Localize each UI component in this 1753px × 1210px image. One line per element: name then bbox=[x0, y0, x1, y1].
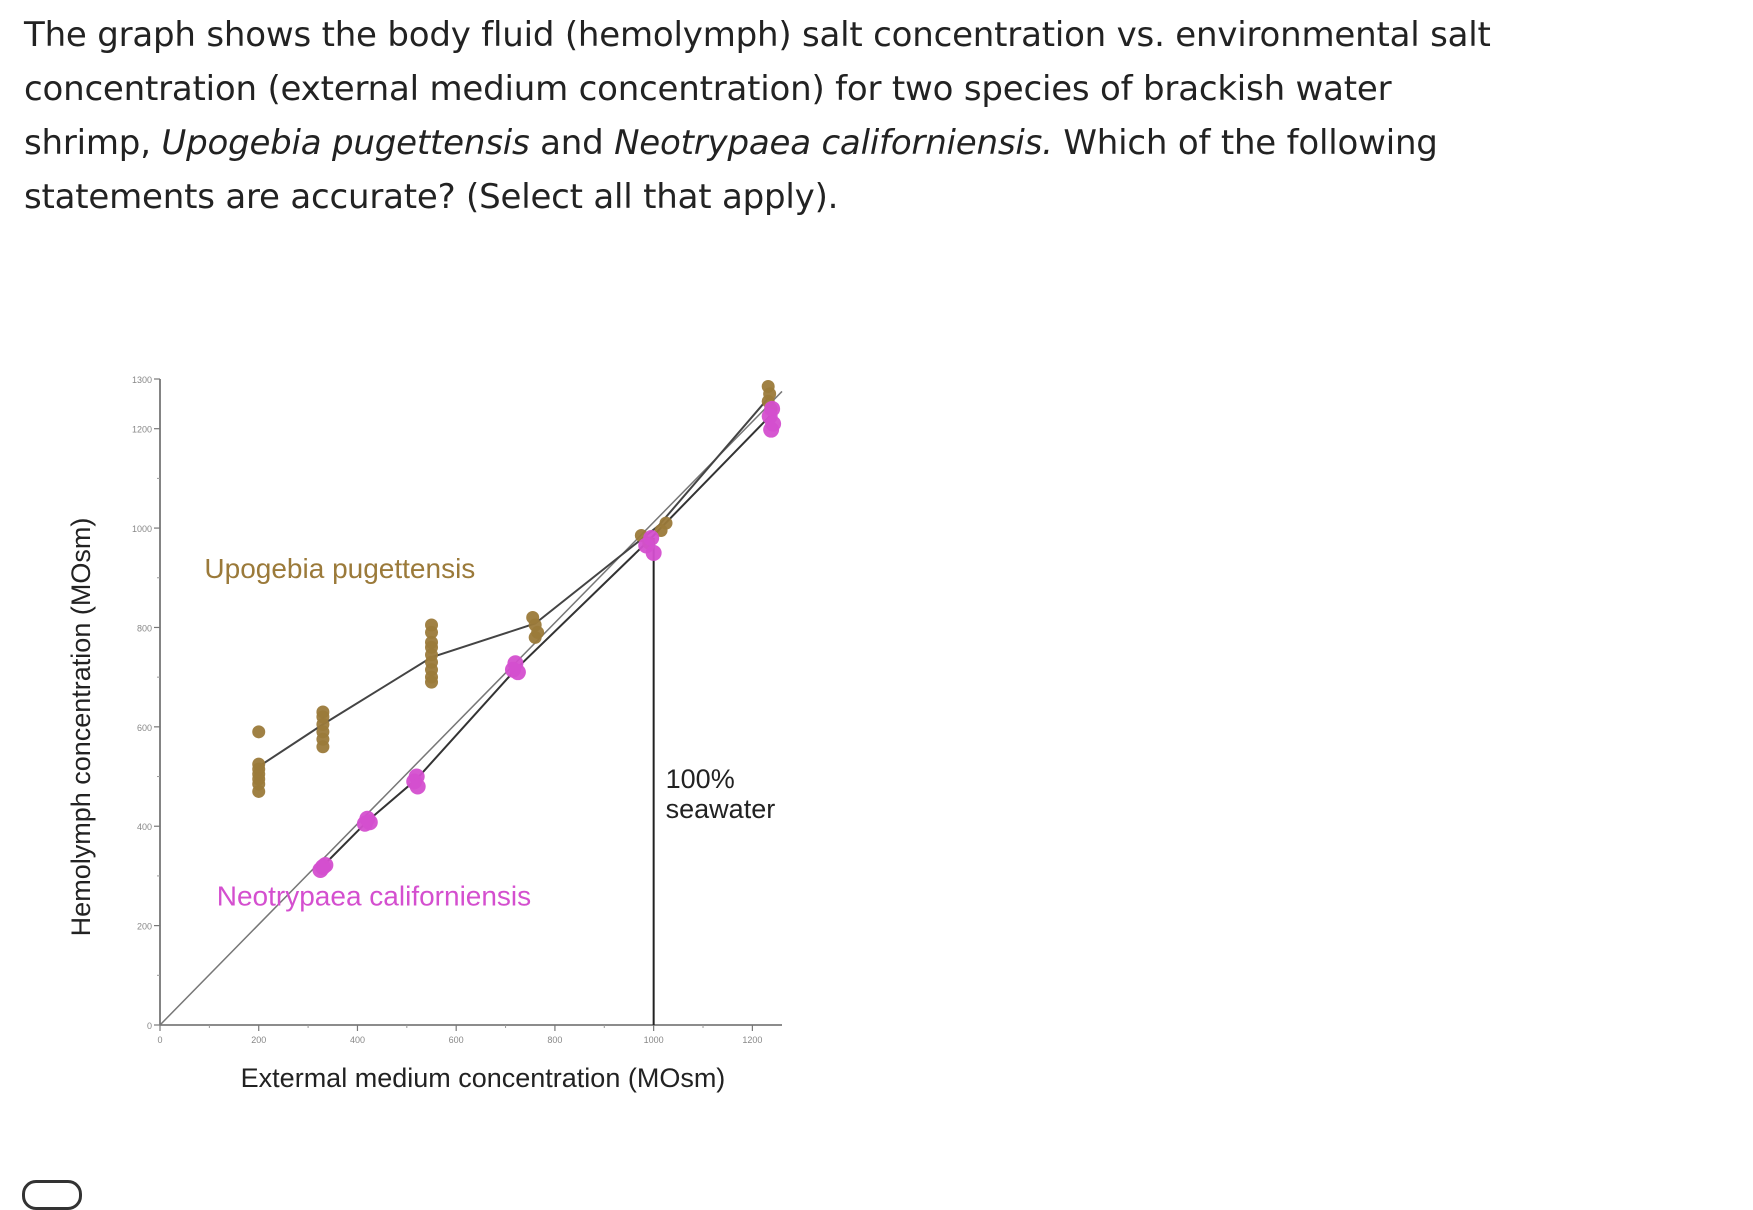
upogebia-pugettensis-point bbox=[252, 784, 266, 798]
chart-labels: Extermal medium concentration (MOsm) Hemo… bbox=[66, 518, 775, 1093]
seawater-label-line2: seawater bbox=[666, 794, 776, 824]
neotrypaea-californiensis-point bbox=[409, 778, 426, 795]
data-points bbox=[252, 379, 782, 878]
series-lines bbox=[159, 390, 783, 1026]
seawater-label-line1: 100% bbox=[666, 764, 735, 794]
species-name-2: Neotrypaea californiensis. bbox=[614, 123, 1053, 163]
upogebia-pugettensis-mean-line bbox=[258, 395, 771, 768]
y-tick-label: 800 bbox=[137, 623, 152, 633]
axes: 0 200 400 600 800 1000 1200 1300 0 200 400 600 800 10… bbox=[132, 375, 782, 1045]
species-name-1: Upogebia pugettensis bbox=[161, 123, 530, 163]
y-tick-label: 1000 bbox=[132, 524, 152, 534]
question-text: The graph shows the body fluid (hemolymp… bbox=[24, 8, 1524, 224]
x-axis-title: Extermal medium concentration (MOsm) bbox=[241, 1063, 726, 1093]
upogebia-pugettensis-point bbox=[252, 725, 266, 739]
x-tick-label: 600 bbox=[449, 1035, 464, 1045]
neotrypaea-californiensis-point bbox=[645, 544, 662, 561]
upogebia-pugettensis-point bbox=[425, 625, 439, 639]
neotrypaea-californiensis-label: Neotrypaea californiensis bbox=[217, 881, 531, 912]
x-tick-label: 400 bbox=[350, 1035, 365, 1045]
y-tick-label: 1300 bbox=[132, 375, 152, 385]
x-tick-label: 200 bbox=[251, 1035, 266, 1045]
x-tick-label: 1000 bbox=[644, 1035, 664, 1045]
y-tick-label: 600 bbox=[137, 723, 152, 733]
neotrypaea-californiensis-point bbox=[509, 664, 526, 681]
question-part3: Which of the following statements are ac… bbox=[24, 123, 1438, 217]
neotrypaea-californiensis-point bbox=[763, 421, 780, 438]
neotrypaea-californiensis-point bbox=[361, 814, 378, 831]
upogebia-pugettensis-point bbox=[316, 740, 330, 754]
isosmotic-reference-line bbox=[159, 390, 783, 1026]
y-tick-label: 400 bbox=[137, 822, 152, 832]
y-tick-label: 1200 bbox=[132, 425, 152, 435]
upogebia-pugettensis-label: Upogebia pugettensis bbox=[204, 553, 475, 584]
x-tick-label: 800 bbox=[547, 1035, 562, 1045]
neotrypaea-californiensis-point bbox=[317, 856, 334, 873]
y-axis-title: Hemolymph concentration (MOsm) bbox=[66, 518, 96, 937]
y-tick-label: 200 bbox=[137, 922, 152, 932]
upogebia-pugettensis-point bbox=[528, 630, 542, 644]
first-option-checkbox[interactable] bbox=[22, 1180, 82, 1210]
x-tick-label: 0 bbox=[157, 1035, 162, 1045]
x-tick-label: 1200 bbox=[742, 1035, 762, 1045]
question-part2: and bbox=[529, 123, 615, 163]
upogebia-pugettensis-point bbox=[425, 675, 439, 689]
y-tick-label: 0 bbox=[147, 1021, 152, 1031]
question-part1: The graph shows the body fluid (hemolymp… bbox=[24, 15, 1491, 163]
